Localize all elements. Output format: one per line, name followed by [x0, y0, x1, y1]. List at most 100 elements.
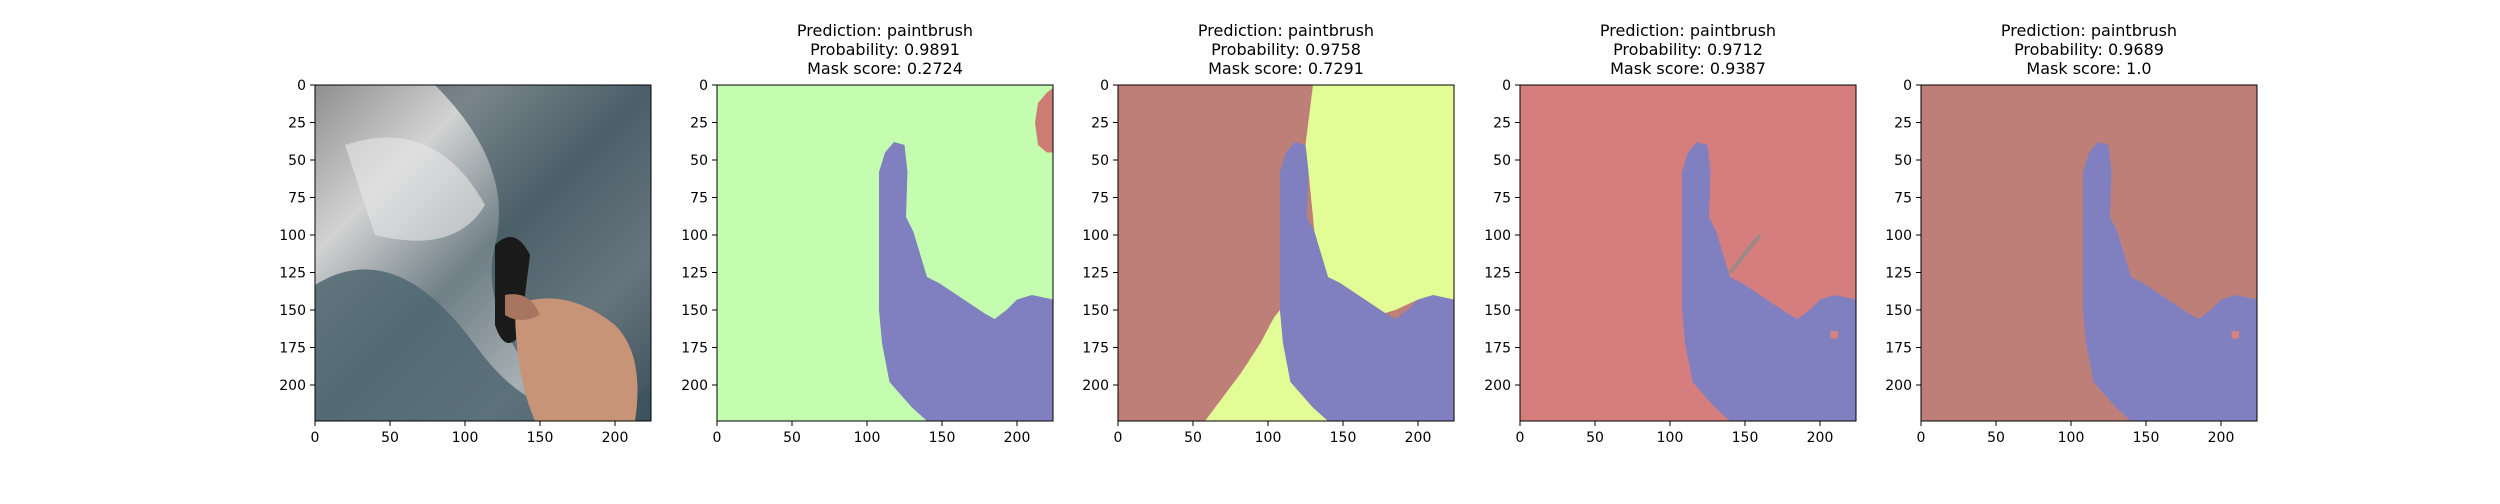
x-tick-label: 100 [1255, 430, 1282, 446]
panel-title-line: Mask score: 0.9387 [1610, 59, 1766, 78]
mask-small-spot [1830, 331, 1838, 339]
axes-frame [716, 84, 1054, 422]
mask-artifact-line [1728, 233, 1762, 274]
x-tick-label: 200 [2208, 430, 2235, 446]
y-tick-label: 100 [1484, 228, 1511, 244]
x-tick-label: 50 [1184, 430, 1202, 446]
panel-image [315, 85, 651, 421]
axes-frame [1117, 84, 1455, 422]
photo-image [315, 85, 651, 421]
panel-2: 0 50 100 150 200 0 25 50 75 100 125 150 175 200 Predic… [681, 21, 1054, 446]
panel-title-line: Prediction: paintbrush [2001, 21, 2177, 40]
x-tick-label: 0 [713, 430, 722, 446]
panel-title-line: Mask score: 1.0 [2026, 59, 2151, 78]
y-tick-label: 75 [1493, 191, 1511, 207]
mask-purple-region [1280, 142, 1454, 421]
y-tick-label: 175 [681, 341, 708, 357]
panel-image [717, 85, 1053, 421]
y-tick-label: 175 [1885, 341, 1912, 357]
hand [515, 298, 638, 421]
y-tick-label: 50 [690, 153, 708, 169]
y-tick-label: 200 [1484, 378, 1511, 394]
panel-title-line: Probability: 0.9758 [1211, 40, 1361, 59]
mask-red-region [1118, 85, 1307, 421]
x-tick-label: 150 [1732, 430, 1759, 446]
y-tick-label: 100 [279, 228, 306, 244]
mask-yellow-region-bottom [1205, 310, 1328, 421]
panel-1: 0 50 100 150 200 0 25 50 75 100 125 150 175 200 [279, 78, 652, 446]
y-tick-label: 200 [1885, 378, 1912, 394]
y-tick-label: 25 [288, 116, 306, 132]
photo-highlight [345, 137, 485, 241]
y-tick-label: 125 [1885, 266, 1912, 282]
axes-frame [314, 84, 652, 422]
x-tick-label: 150 [527, 430, 554, 446]
y-tick-label: 25 [1091, 116, 1109, 132]
x-tick-label: 150 [2133, 430, 2160, 446]
y-tick-label: 0 [699, 78, 708, 94]
y-tick-label: 75 [1091, 191, 1109, 207]
panel-image [1921, 85, 2257, 421]
panel-title-line: Prediction: paintbrush [1198, 21, 1374, 40]
x-tick-label: 200 [1405, 430, 1432, 446]
y-tick-label: 125 [1484, 266, 1511, 282]
panel-image [1118, 85, 1454, 421]
mask-purple-region [879, 142, 1053, 421]
y-tick-label: 25 [690, 116, 708, 132]
x-tick-label: 50 [1987, 430, 2005, 446]
x-tick-label: 200 [602, 430, 629, 446]
panel-title-line: Probability: 0.9689 [2014, 40, 2164, 59]
y-tick-label: 75 [690, 191, 708, 207]
x-tick-label: 50 [381, 430, 399, 446]
photo-shadow [315, 269, 651, 421]
y-tick-label: 200 [279, 378, 306, 394]
y-tick-label: 150 [681, 303, 708, 319]
y-tick-label: 125 [279, 266, 306, 282]
y-tick-label: 100 [1082, 228, 1109, 244]
panel-4: 0 50 100 150 200 0 25 50 75 100 125 150 175 200 Predic… [1484, 21, 1857, 446]
x-tick-label: 100 [1657, 430, 1684, 446]
axes-frame [1519, 84, 1857, 422]
y-tick-label: 0 [1502, 78, 1511, 94]
y-tick-label: 50 [1091, 153, 1109, 169]
x-tick-label: 0 [311, 430, 320, 446]
x-tick-label: 200 [1807, 430, 1834, 446]
y-tick-label: 150 [1082, 303, 1109, 319]
panel-title-line: Mask score: 0.2724 [807, 59, 963, 78]
y-tick-label: 50 [288, 153, 306, 169]
y-tick-label: 125 [1082, 266, 1109, 282]
x-tick-label: 0 [1917, 430, 1926, 446]
x-tick-label: 150 [929, 430, 956, 446]
panel-title-line: Prediction: paintbrush [797, 21, 973, 40]
y-tick-label: 175 [1484, 341, 1511, 357]
y-tick-label: 75 [288, 191, 306, 207]
mask-yellow-region [1305, 85, 1454, 313]
y-tick-label: 100 [681, 228, 708, 244]
y-tick-label: 50 [1894, 153, 1912, 169]
mask-small-spot [2231, 331, 2239, 339]
x-tick-label: 50 [1586, 430, 1604, 446]
y-tick-label: 150 [279, 303, 306, 319]
y-tick-label: 0 [297, 78, 306, 94]
x-tick-label: 50 [783, 430, 801, 446]
thumb [505, 294, 540, 320]
axes-frame [1920, 84, 2258, 422]
x-tick-label: 150 [1330, 430, 1357, 446]
y-tick-label: 0 [1903, 78, 1912, 94]
y-tick-label: 125 [681, 266, 708, 282]
y-tick-label: 75 [1894, 191, 1912, 207]
x-tick-label: 100 [2058, 430, 2085, 446]
panel-title-line: Probability: 0.9891 [810, 40, 960, 59]
mask-corner-region [1035, 88, 1053, 153]
panel-title-line: Probability: 0.9712 [1613, 40, 1763, 59]
y-tick-label: 175 [1082, 341, 1109, 357]
y-tick-label: 50 [1493, 153, 1511, 169]
y-tick-label: 0 [1100, 78, 1109, 94]
x-tick-label: 0 [1114, 430, 1123, 446]
y-tick-label: 25 [1493, 116, 1511, 132]
panel-title-line: Mask score: 0.7291 [1208, 59, 1364, 78]
x-tick-label: 0 [1516, 430, 1525, 446]
y-tick-label: 200 [1082, 378, 1109, 394]
